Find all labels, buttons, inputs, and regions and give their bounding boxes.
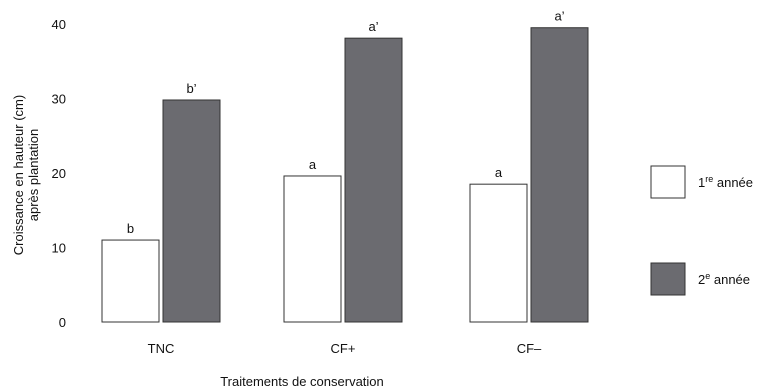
x-category-label: CF– [517,341,542,356]
x-category-label: TNC [148,341,175,356]
bar-significance-label: a [309,157,317,172]
legend: 1re année 2e année [650,165,753,296]
legend-swatch-year-2 [650,262,686,296]
x-axis-categories: TNC CF+ CF– [148,341,542,356]
bar-significance-label: b’ [186,81,196,96]
bar-significance-label: a’ [368,19,378,34]
y-axis-title-line-1: Croissance en hauteur (cm) [11,95,26,255]
legend-year-2-number: 2 [698,272,705,287]
bar-year-1-1 [283,175,342,323]
legend-year-2-word: année [710,272,750,287]
y-tick-label: 40 [52,17,66,32]
y-tick-label: 20 [52,166,66,181]
bar-significance-label: a’ [554,9,564,24]
bar-year-2-0 [162,99,221,323]
y-axis-ticks: 0 10 20 30 40 [52,17,66,330]
bar-significance-label: a [495,165,503,180]
bar-letter-labels: b a a b’ a’ a’ [127,9,565,236]
legend-label-year-1: 1re année [698,174,753,190]
x-axis-title: Traitements de conservation [220,374,384,388]
legend-year-1-word: année [713,175,753,190]
y-axis-title-line-2: après plantation [26,129,41,222]
y-tick-label: 30 [52,92,66,107]
legend-year-1-number: 1 [698,175,705,190]
bar-year-2-1 [344,37,403,323]
legend-swatch-year-1 [650,165,686,199]
y-tick-label: 0 [59,315,66,330]
bar-year-1-0 [101,239,160,323]
bar-year-1-2 [469,183,528,323]
bars [101,27,589,323]
legend-year-1-superscript: re [705,174,713,184]
legend-year-2-superscript: e [705,271,710,281]
x-category-label: CF+ [331,341,356,356]
bar-significance-label: b [127,221,134,236]
bar-year-2-2 [530,27,589,323]
y-tick-label: 10 [52,241,66,256]
legend-label-year-2: 2e année [698,271,750,287]
